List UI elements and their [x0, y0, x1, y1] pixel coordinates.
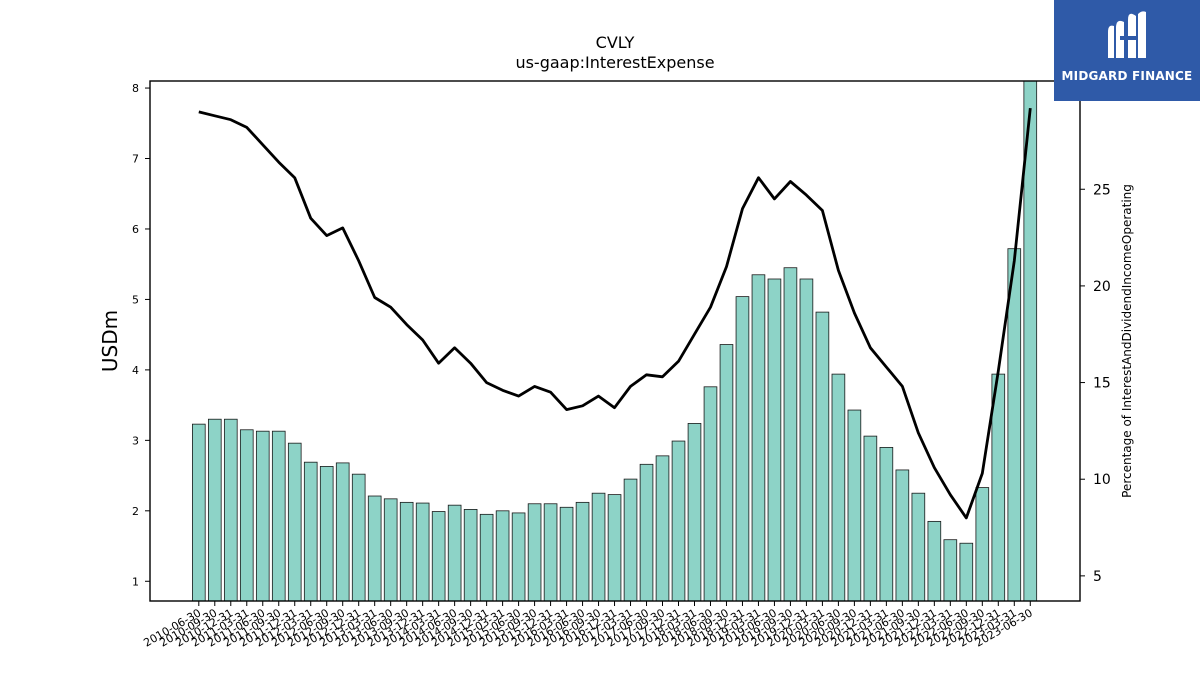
brand-name: MIDGARD FINANCE	[1061, 69, 1193, 83]
bar	[191, 423, 206, 602]
bar	[799, 278, 814, 602]
bar	[543, 503, 558, 602]
y-tick-label: 3	[132, 434, 139, 447]
bar	[223, 418, 238, 602]
bar	[751, 274, 766, 602]
bar	[703, 386, 718, 602]
bar	[639, 463, 654, 602]
bar	[351, 473, 366, 602]
bar	[943, 539, 958, 602]
line-group	[198, 107, 1032, 520]
y2-axis-label: Percentage of InterestAndDividendIncomeO…	[1120, 184, 1134, 498]
y-tick-label: 7	[132, 153, 139, 166]
y2-tick-label: 5	[1093, 569, 1102, 585]
chart-subtitle: us-gaap:InterestExpense	[515, 53, 714, 72]
bar	[815, 311, 830, 602]
bars-group	[191, 80, 1038, 602]
bar	[527, 503, 542, 602]
bar	[367, 495, 382, 602]
bar	[207, 418, 222, 602]
bar	[975, 487, 990, 602]
bar	[431, 511, 446, 602]
bar	[319, 466, 334, 602]
bar	[303, 461, 318, 602]
y-tick-label: 5	[132, 293, 139, 306]
midgard-logo-icon	[1108, 11, 1146, 59]
bar	[335, 462, 350, 602]
bar	[271, 430, 286, 602]
bar	[1007, 248, 1022, 602]
bar	[911, 492, 926, 602]
bar	[447, 504, 462, 602]
brand-logo: MIDGARD FINANCE	[1054, 0, 1200, 101]
y-axis-label: USDm	[98, 310, 122, 372]
bar	[239, 429, 254, 602]
y2-tick-label: 15	[1093, 376, 1111, 392]
bar	[559, 506, 574, 602]
bar	[719, 344, 734, 602]
bar	[687, 423, 702, 602]
bar	[255, 430, 270, 602]
bar	[591, 492, 606, 602]
bar	[895, 469, 910, 602]
bar	[623, 478, 638, 602]
bar	[879, 446, 894, 602]
y2-tick-label: 10	[1093, 472, 1111, 488]
y-tick-label: 6	[132, 223, 139, 236]
bar	[863, 435, 878, 602]
bar	[383, 498, 398, 602]
bar	[575, 501, 590, 602]
chart-title: CVLY	[596, 33, 635, 52]
bar	[831, 373, 846, 602]
y2-tick-label: 20	[1093, 279, 1111, 295]
bar	[847, 409, 862, 602]
bar	[415, 502, 430, 602]
bar	[927, 520, 942, 602]
bar	[735, 296, 750, 602]
bar	[783, 267, 798, 602]
bar	[607, 494, 622, 602]
bar	[463, 509, 478, 602]
bar	[479, 513, 494, 602]
bar	[655, 455, 670, 602]
y-tick-label: 1	[132, 575, 139, 588]
y-tick-label: 4	[132, 364, 139, 377]
y2-tick-label: 25	[1093, 182, 1111, 198]
percentage-line	[198, 107, 1032, 520]
axes-group: 123456785101520252010-06-302010-09-30201…	[132, 80, 1111, 650]
bar	[495, 510, 510, 602]
bar	[671, 440, 686, 602]
y-tick-label: 8	[132, 82, 139, 95]
bar	[959, 542, 974, 602]
bar	[511, 512, 526, 602]
bar	[399, 501, 414, 602]
y-tick-label: 2	[132, 505, 139, 518]
bar	[287, 442, 302, 602]
bar	[767, 278, 782, 602]
